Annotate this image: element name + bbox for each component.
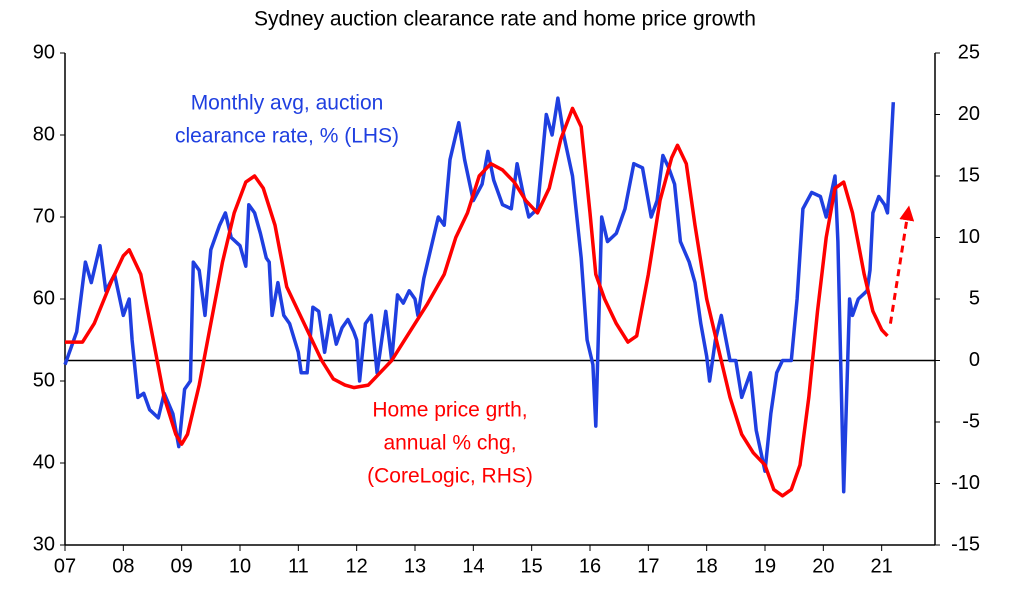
- y-tick-label: 40: [33, 451, 55, 473]
- x-tick-label: 07: [54, 555, 76, 577]
- x-tick-label: 20: [812, 555, 834, 577]
- y-tick-label: 30: [33, 533, 55, 555]
- x-tick-label: 17: [637, 555, 659, 577]
- x-tick-label: 09: [171, 555, 193, 577]
- x-tick-label: 10: [229, 555, 251, 577]
- series-annotation: Home price grth,: [372, 399, 527, 422]
- y-tick-label: 90: [33, 41, 55, 63]
- y2-tick-label: -10: [951, 472, 980, 494]
- series-annotation: Monthly avg, auction: [191, 92, 384, 115]
- x-tick-label: 12: [346, 555, 368, 577]
- x-tick-label: 21: [871, 555, 893, 577]
- x-tick-label: 19: [754, 555, 776, 577]
- y2-tick-label: -15: [951, 533, 980, 555]
- y2-tick-label: 15: [958, 164, 980, 186]
- x-tick-label: 15: [521, 555, 543, 577]
- projection-arrow: [888, 205, 915, 324]
- y2-tick-label: 20: [958, 103, 980, 125]
- series-annotation: clearance rate, % (LHS): [175, 125, 399, 148]
- x-tick-label: 11: [288, 555, 309, 577]
- series-line: [65, 106, 889, 498]
- x-tick-label: 18: [696, 555, 718, 577]
- y2-tick-label: 25: [958, 41, 980, 63]
- y-tick-label: 60: [33, 287, 55, 309]
- series-annotation: (CoreLogic, RHS): [367, 465, 533, 488]
- y-tick-label: 50: [33, 369, 55, 391]
- y-tick-label: 80: [33, 123, 55, 145]
- y2-tick-label: -5: [962, 410, 980, 432]
- x-tick-label: 13: [404, 555, 426, 577]
- x-tick-label: 16: [579, 555, 601, 577]
- series-annotation: annual % chg,: [383, 432, 516, 455]
- y2-tick-label: 10: [958, 226, 980, 248]
- x-tick-label: 14: [462, 555, 484, 577]
- y-tick-label: 70: [33, 205, 55, 227]
- chart-title: Sydney auction clearance rate and home p…: [254, 8, 756, 31]
- y2-tick-label: 0: [969, 349, 980, 371]
- y2-tick-label: 5: [969, 287, 980, 309]
- x-tick-label: 08: [112, 555, 134, 577]
